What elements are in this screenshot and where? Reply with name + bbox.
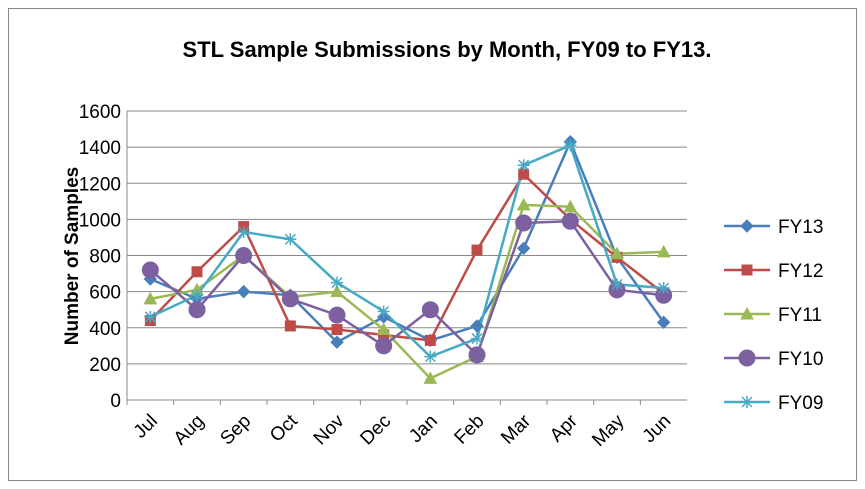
point (328, 306, 346, 324)
legend-label: FY13 (778, 217, 823, 238)
point (515, 214, 533, 232)
point (376, 322, 391, 336)
point (656, 315, 671, 330)
point (740, 306, 754, 320)
point (516, 241, 531, 255)
point (471, 332, 483, 345)
point (470, 319, 484, 333)
series-line (149, 219, 664, 358)
point (237, 226, 250, 239)
point (610, 246, 624, 260)
point (235, 247, 253, 264)
y-tick-label: 0 (110, 391, 121, 412)
point (143, 291, 158, 305)
point (516, 197, 531, 211)
legend-label: FY12 (778, 261, 823, 282)
y-tick-label: 800 (89, 247, 121, 268)
series-line (149, 172, 665, 342)
point (191, 266, 203, 278)
y-tick-label: 400 (89, 319, 121, 340)
y-axis-label: Number of Samples (62, 167, 83, 345)
point (188, 301, 206, 319)
chart-border (8, 8, 857, 481)
y-tick-label: 1000 (79, 210, 121, 231)
point (424, 350, 437, 363)
point (738, 349, 756, 367)
point (424, 334, 436, 346)
point (611, 278, 623, 291)
point (377, 305, 390, 318)
point (144, 310, 157, 323)
legend-label: FY09 (778, 393, 823, 414)
point (561, 212, 579, 230)
y-tick-label: 600 (89, 283, 121, 304)
point (564, 139, 577, 152)
point (741, 396, 753, 408)
point (191, 289, 203, 302)
point (284, 320, 296, 332)
point (563, 199, 578, 213)
legend-label: FY11 (778, 305, 822, 326)
series-line (149, 143, 664, 359)
point (423, 371, 438, 384)
point (468, 346, 486, 364)
point (740, 219, 754, 233)
point (281, 290, 299, 308)
point (656, 244, 671, 258)
point (331, 324, 343, 336)
y-tick-label: 1200 (79, 174, 121, 195)
y-tick-label: 200 (89, 355, 121, 376)
point (331, 276, 343, 289)
legend-label: FY10 (778, 349, 823, 370)
point (471, 244, 483, 256)
point (517, 159, 530, 172)
y-tick-label: 1400 (79, 138, 121, 159)
series-line (150, 203, 664, 380)
point (375, 337, 393, 355)
y-tick-label: 1600 (79, 102, 121, 123)
point (741, 264, 753, 276)
point (657, 282, 670, 295)
chart-title: STL Sample Submissions by Month, FY09 to… (183, 37, 712, 62)
point (141, 261, 159, 279)
point (284, 233, 297, 246)
point (421, 301, 439, 319)
point (330, 335, 344, 349)
point (236, 284, 251, 299)
point (330, 284, 344, 298)
